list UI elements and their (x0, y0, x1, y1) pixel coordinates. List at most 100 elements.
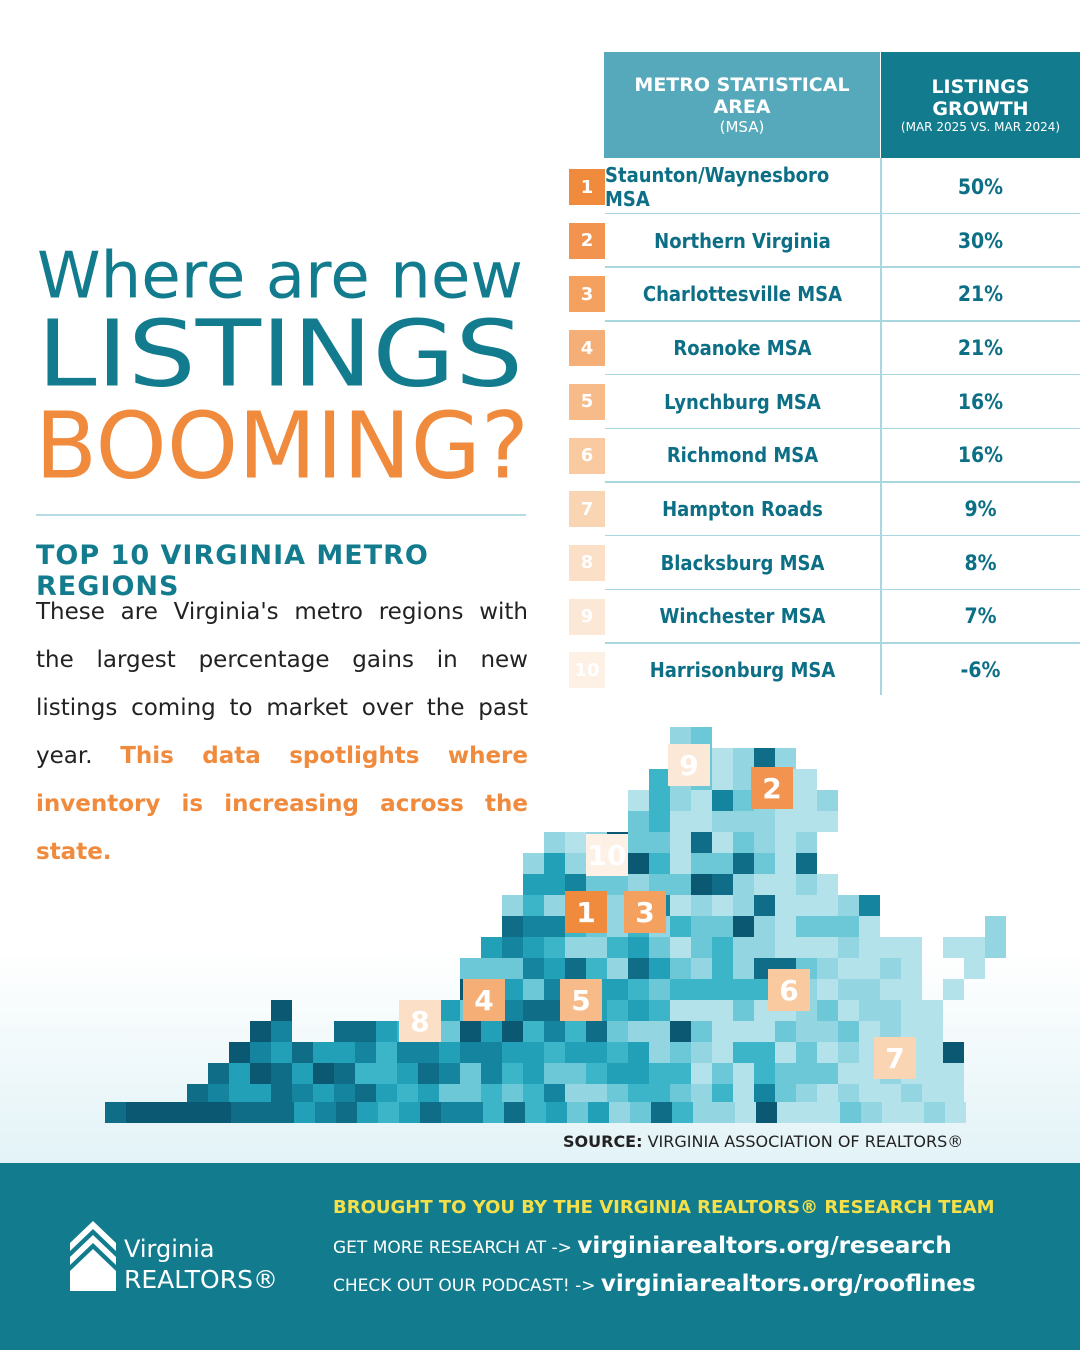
map-cell (502, 979, 523, 1000)
map-cell (628, 853, 649, 874)
map-cell (817, 1042, 838, 1063)
map-cell (271, 1000, 292, 1021)
map-cell (355, 1084, 376, 1105)
map-cell (292, 1063, 313, 1084)
map-cell (544, 1063, 565, 1084)
map-cell (796, 790, 817, 811)
map-cell (754, 1021, 775, 1042)
map-cell (439, 1063, 460, 1084)
map-cell (481, 1042, 502, 1063)
rank-badge: 5 (569, 383, 605, 420)
map-cell (607, 1042, 628, 1063)
map-cell (649, 1042, 670, 1063)
map-cell (901, 1021, 922, 1042)
map-cell (964, 958, 985, 979)
map-cell (607, 937, 628, 958)
map-cell (901, 958, 922, 979)
map-cell (502, 895, 523, 916)
map-cell (943, 1063, 964, 1084)
rank-badge: 7 (569, 491, 605, 528)
row-divider (605, 266, 1080, 268)
row-divider (605, 534, 1080, 537)
map-cell (420, 1102, 441, 1123)
map-cell (502, 937, 523, 958)
map-cell (901, 979, 922, 1000)
map-cell (357, 1102, 378, 1123)
map-cell (397, 1084, 418, 1105)
map-cell (523, 937, 544, 958)
map-badge-label: 3 (635, 896, 654, 929)
map-cell (189, 1102, 210, 1123)
rank-badge: 9 (569, 598, 605, 635)
map-cell (712, 895, 733, 916)
map-cell (462, 1102, 483, 1123)
map-cell (754, 1063, 775, 1084)
map-cell (250, 1042, 271, 1063)
map-cell (628, 790, 649, 811)
map-cell (439, 1000, 460, 1021)
map-cell (292, 1084, 313, 1105)
podcast-link[interactable]: virginiarealtors.org/rooflines (600, 1271, 976, 1297)
map-cell (544, 1084, 565, 1105)
map-cell (628, 1042, 649, 1063)
column-header: METRO STATISTICAL AREA (MSA) (604, 52, 880, 158)
map-cell (586, 1042, 607, 1063)
research-link[interactable]: virginiarealtors.org/research (577, 1233, 952, 1259)
map-cell (712, 916, 733, 937)
map-cell (670, 1063, 691, 1084)
area-cell: Staunton/Waynesboro MSA (605, 162, 830, 211)
map-cell (628, 1021, 649, 1042)
map-cell (756, 1102, 777, 1123)
map-cell (523, 916, 544, 937)
map-cell (817, 979, 838, 1000)
map-cell (691, 916, 712, 937)
map-cell (712, 1084, 733, 1105)
map-cell (628, 1000, 649, 1021)
map-cell (544, 874, 565, 895)
map-cell (544, 832, 565, 853)
area-cell: Harrisonburg MSA (649, 658, 836, 683)
map-cell (502, 1042, 523, 1063)
rank-badge: 4 (569, 330, 605, 367)
map-cell (649, 979, 670, 1000)
map-badge (586, 834, 628, 876)
map-cell (922, 1000, 943, 1021)
map-cell (777, 1102, 798, 1123)
map-cell (733, 1084, 754, 1105)
map-badge-label: 10 (588, 839, 627, 872)
map-cell (565, 937, 586, 958)
map-cell (418, 1084, 439, 1105)
map-cell (754, 937, 775, 958)
map-cell (712, 979, 733, 1000)
column-subtitle: (MAR 2025 VS. MAR 2024) (900, 120, 1061, 134)
area-cell: Roanoke MSA (673, 335, 812, 360)
map-cell (523, 853, 544, 874)
map-cell (838, 1000, 859, 1021)
map-cell (252, 1102, 273, 1123)
map-cell (733, 874, 754, 895)
map-badge (399, 1000, 441, 1042)
map-cell (775, 811, 796, 832)
map-cell (670, 727, 691, 748)
row-divider (605, 320, 1080, 322)
map-cell (565, 1021, 586, 1042)
map-cell (565, 832, 586, 853)
description-text: These are Virginia's metro regions with … (36, 599, 528, 769)
area-cell: Charlottesville MSA (642, 282, 843, 307)
map-cell (231, 1102, 252, 1123)
map-cell (754, 853, 775, 874)
area-cell: Winchester MSA (659, 604, 826, 629)
map-cell (817, 895, 838, 916)
map-cell (817, 958, 838, 979)
map-cell (817, 811, 838, 832)
map-cell (712, 832, 733, 853)
map-cell (775, 1021, 796, 1042)
map-cell (502, 1063, 523, 1084)
map-cell (607, 1021, 628, 1042)
map-cell (607, 874, 628, 895)
map-cell (525, 1102, 546, 1123)
map-cell (733, 937, 754, 958)
map-cell (712, 958, 733, 979)
credit: BROUGHT TO YOU BY THE VIRGINIA REALTORS®… (333, 1197, 995, 1218)
